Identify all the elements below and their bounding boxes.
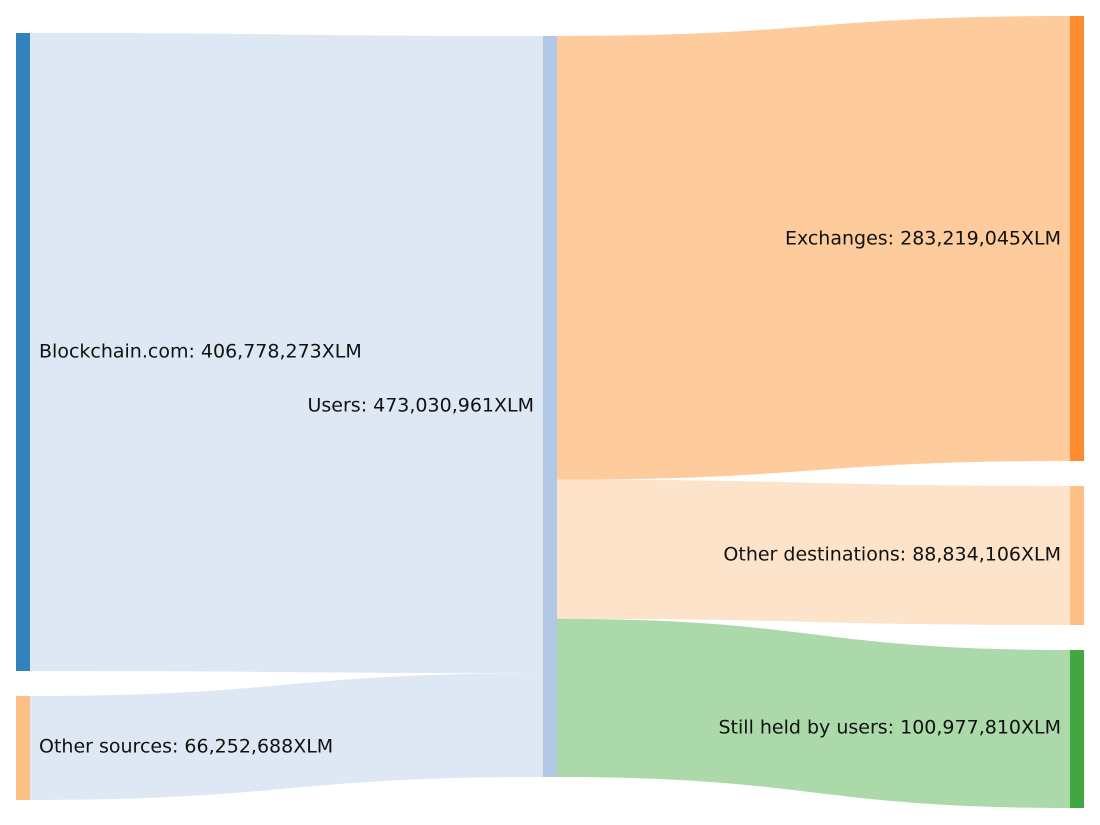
link-users-to-exchanges xyxy=(557,16,1070,480)
label-other-sources: Other sources: 66,252,688XLM xyxy=(39,736,333,758)
node-other-destinations xyxy=(1070,486,1084,625)
sankey-nodes xyxy=(16,16,1084,808)
sankey-labels: Blockchain.com: 406,778,273XLM Other sour… xyxy=(39,228,1061,758)
link-users-to-still-held xyxy=(557,618,1070,808)
label-users: Users: 473,030,961XLM xyxy=(307,395,534,417)
link-blockchain-to-users xyxy=(30,33,543,674)
label-still-held: Still held by users: 100,977,810XLM xyxy=(719,717,1062,739)
label-exchanges: Exchanges: 283,219,045XLM xyxy=(785,228,1061,250)
label-blockchain: Blockchain.com: 406,778,273XLM xyxy=(39,341,362,363)
label-other-destinations: Other destinations: 88,834,106XLM xyxy=(723,544,1061,566)
link-other-sources-to-users xyxy=(30,673,543,800)
sankey-links xyxy=(30,16,1070,808)
node-exchanges xyxy=(1070,16,1084,461)
link-users-to-other-destinations xyxy=(557,479,1070,625)
node-other-sources xyxy=(16,696,30,800)
node-users xyxy=(543,36,557,777)
node-blockchain xyxy=(16,33,30,671)
node-still-held xyxy=(1070,650,1084,808)
